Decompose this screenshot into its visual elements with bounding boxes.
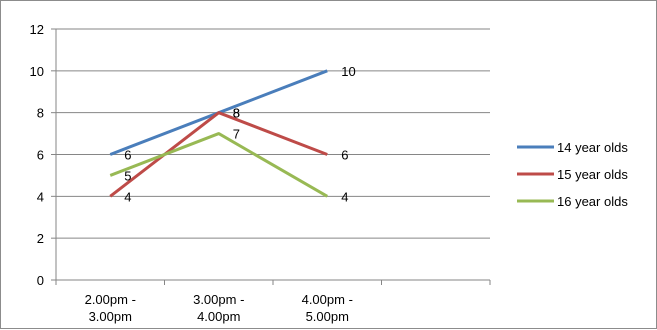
data-label: 6 (341, 148, 348, 163)
y-tick-label: 0 (37, 273, 44, 288)
y-tick-label: 2 (37, 231, 44, 246)
data-label: 8 (233, 106, 240, 121)
x-tick-label: 2.00pm -3.00pm (85, 292, 136, 324)
data-label: 8 (233, 106, 240, 121)
x-tick-label: 4.00pm -5.00pm (302, 292, 353, 324)
data-label: 7 (233, 127, 240, 142)
legend-label: 15 year olds (557, 167, 628, 182)
y-tick-label: 6 (37, 148, 44, 163)
data-label: 5 (124, 168, 131, 183)
y-tick-label: 12 (30, 22, 44, 37)
data-label: 4 (341, 189, 348, 204)
data-label: 6 (124, 148, 131, 163)
series-line-2 (109, 111, 328, 198)
x-tick-label: 3.00pm -4.00pm (193, 292, 244, 324)
series-line-3 (109, 132, 329, 198)
data-label: 10 (341, 64, 355, 79)
legend-label: 16 year olds (557, 194, 628, 209)
y-tick-label: 8 (37, 106, 44, 121)
y-tick-label: 10 (30, 64, 44, 79)
data-label: 4 (124, 189, 131, 204)
y-tick-label: 4 (37, 189, 44, 204)
legend-label: 14 year olds (557, 140, 628, 155)
